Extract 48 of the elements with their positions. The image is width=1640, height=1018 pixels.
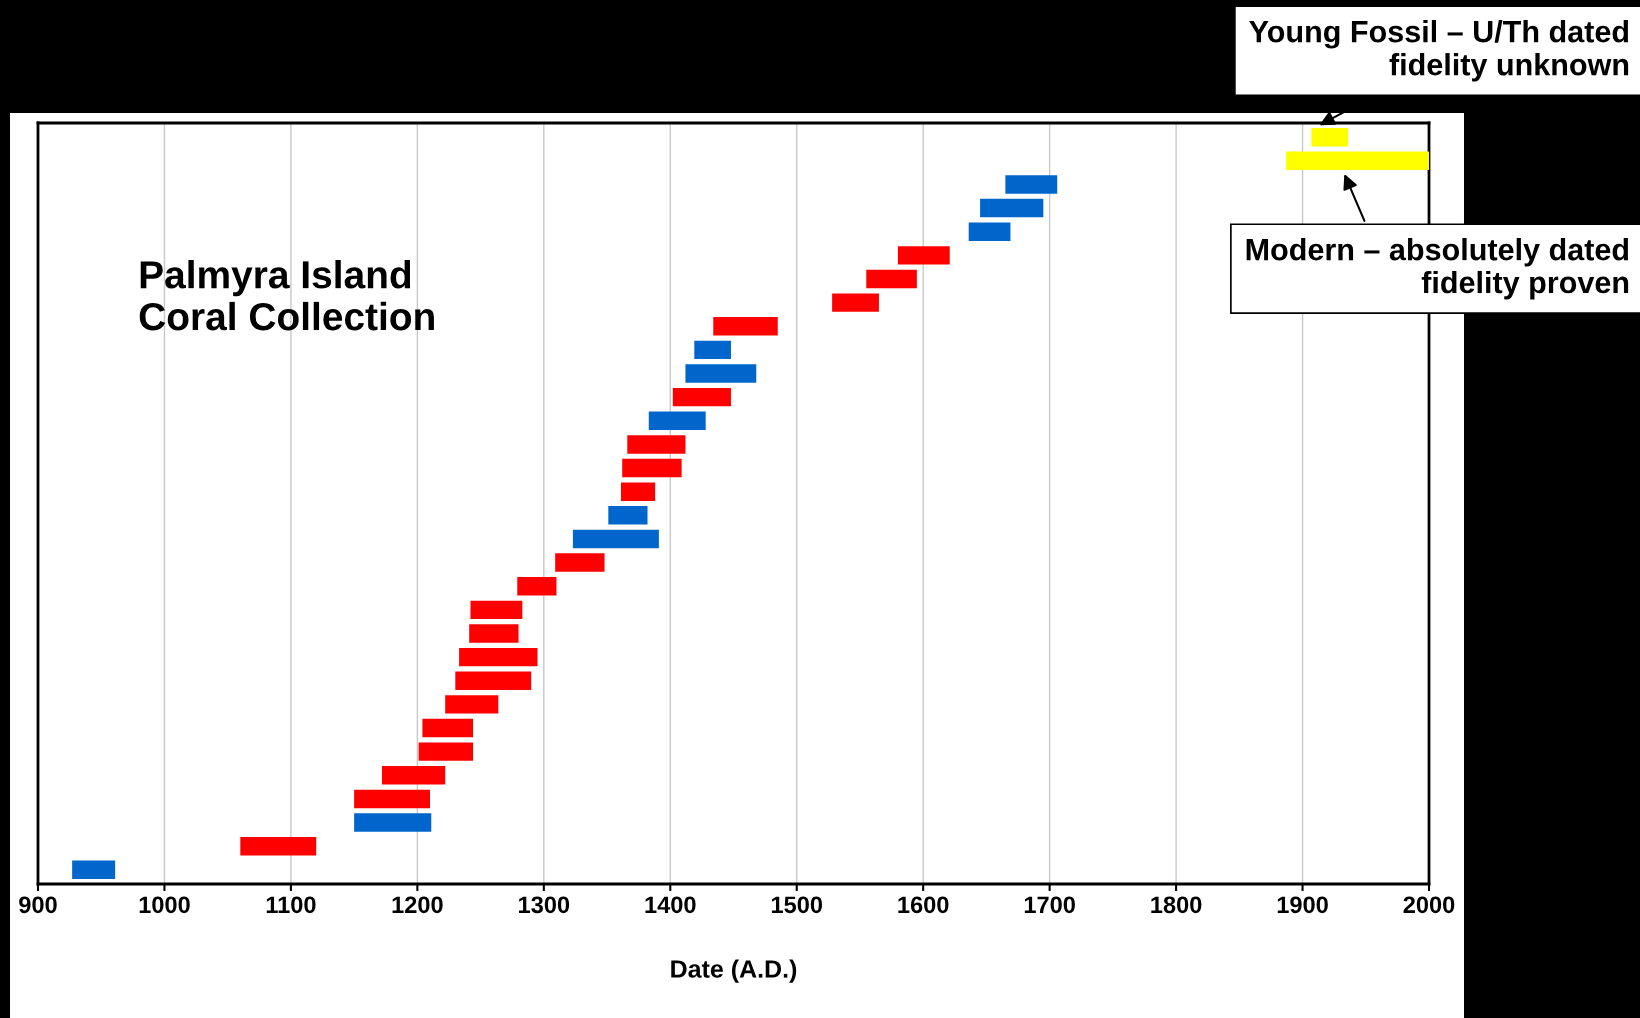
annotation: Palmyra Island Coral Collection <box>139 259 434 331</box>
x-tick-label: 1800 <box>1151 896 1202 914</box>
bar <box>1311 127 1349 147</box>
bar <box>608 506 648 525</box>
x-axis-title: Date (A.D.) <box>671 959 797 983</box>
bar <box>72 860 116 880</box>
bar <box>572 529 659 549</box>
bar <box>622 458 682 478</box>
bar <box>354 789 431 809</box>
bar <box>685 364 757 383</box>
bar <box>897 246 950 265</box>
bar <box>648 411 706 430</box>
x-tick-label: 1200 <box>392 896 443 914</box>
bar <box>470 600 523 620</box>
x-tick-label: 1700 <box>1024 896 1075 914</box>
bar <box>832 293 879 312</box>
bar <box>620 482 656 501</box>
bar <box>694 340 731 360</box>
bar <box>517 577 557 596</box>
x-tick-label: 1100 <box>266 896 316 914</box>
bar <box>555 553 605 572</box>
bar <box>445 695 499 714</box>
x-tick-label: 1300 <box>519 896 570 914</box>
bar <box>240 836 317 856</box>
x-tick-label: 1400 <box>645 896 696 914</box>
text: Young Fossil – U/Th dated fidelity unknown <box>1249 20 1629 82</box>
bar <box>455 671 532 690</box>
bar <box>469 624 519 643</box>
bar <box>354 813 432 832</box>
bar <box>713 317 778 336</box>
bar <box>1005 175 1058 194</box>
bar <box>418 742 473 761</box>
bar <box>968 222 1011 241</box>
bar <box>866 269 917 289</box>
bar <box>980 198 1044 218</box>
bar <box>459 647 538 667</box>
annotation: Modern – absolutely dated fidelity proven <box>1246 238 1629 300</box>
bar <box>672 387 731 407</box>
x-tick-label: 2000 <box>1403 896 1455 914</box>
bar <box>1286 151 1429 171</box>
x-tick-label: 1900 <box>1277 896 1328 914</box>
bar <box>627 435 686 454</box>
x-tick-label: 900 <box>19 896 57 914</box>
x-tick-label: 1600 <box>898 896 949 914</box>
bar <box>422 718 473 738</box>
bar <box>381 766 446 785</box>
x-tick-label: 1000 <box>139 896 190 914</box>
x-tick-label: 1500 <box>771 896 823 914</box>
